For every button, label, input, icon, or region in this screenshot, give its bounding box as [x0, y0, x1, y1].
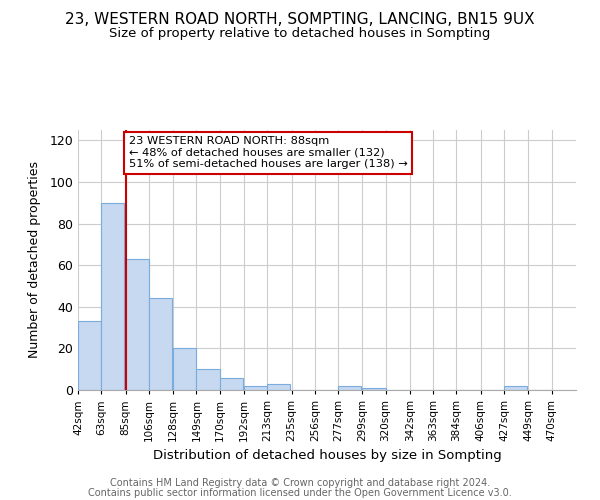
Bar	[267, 384, 290, 390]
Bar	[220, 378, 243, 390]
Bar	[504, 386, 527, 390]
Bar	[125, 259, 149, 390]
Text: Contains public sector information licensed under the Open Government Licence v3: Contains public sector information licen…	[88, 488, 512, 498]
Bar	[196, 369, 220, 390]
Text: 23, WESTERN ROAD NORTH, SOMPTING, LANCING, BN15 9UX: 23, WESTERN ROAD NORTH, SOMPTING, LANCIN…	[65, 12, 535, 28]
Bar	[244, 386, 267, 390]
Bar	[149, 298, 172, 390]
Bar	[78, 322, 101, 390]
Text: Contains HM Land Registry data © Crown copyright and database right 2024.: Contains HM Land Registry data © Crown c…	[110, 478, 490, 488]
X-axis label: Distribution of detached houses by size in Sompting: Distribution of detached houses by size …	[152, 450, 502, 462]
Bar	[362, 388, 386, 390]
Text: Size of property relative to detached houses in Sompting: Size of property relative to detached ho…	[109, 28, 491, 40]
Text: 23 WESTERN ROAD NORTH: 88sqm
← 48% of detached houses are smaller (132)
51% of s: 23 WESTERN ROAD NORTH: 88sqm ← 48% of de…	[129, 136, 407, 170]
Bar	[101, 203, 124, 390]
Bar	[173, 348, 196, 390]
Bar	[338, 386, 361, 390]
Y-axis label: Number of detached properties: Number of detached properties	[28, 162, 41, 358]
